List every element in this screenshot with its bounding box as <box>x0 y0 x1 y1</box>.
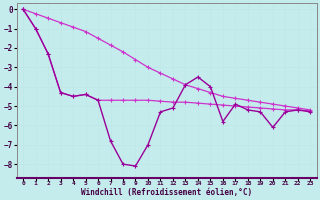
X-axis label: Windchill (Refroidissement éolien,°C): Windchill (Refroidissement éolien,°C) <box>81 188 252 197</box>
